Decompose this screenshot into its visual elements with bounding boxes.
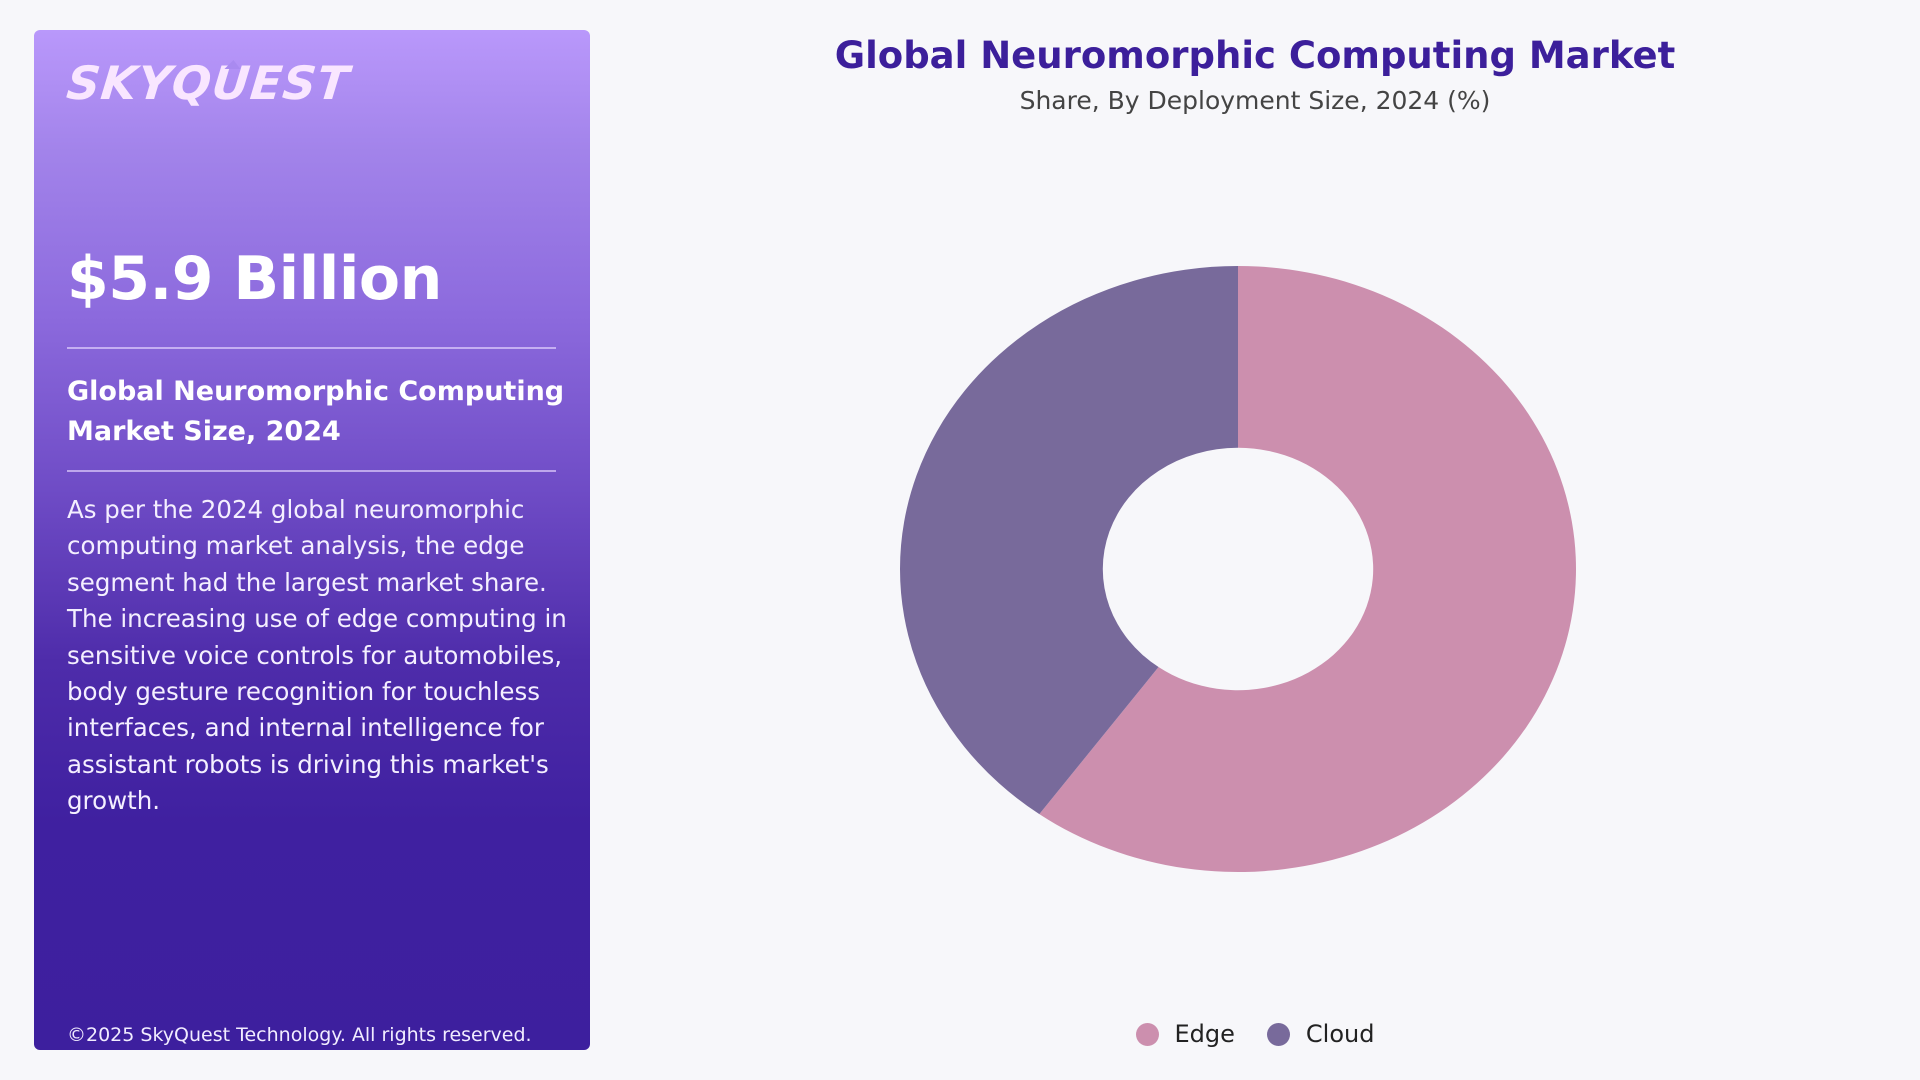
legend-item-cloud[interactable]: Cloud (1266, 1020, 1375, 1048)
legend-label-edge: Edge (1174, 1020, 1235, 1048)
legend-dot-cloud-icon (1266, 1022, 1290, 1046)
legend-dot-edge-icon (1135, 1022, 1159, 1046)
logo-arrow-icon: U (209, 56, 254, 110)
skyquest-logo: SKYQUEST (64, 56, 353, 110)
donut-slice-edge[interactable] (1039, 266, 1576, 872)
divider (67, 347, 556, 349)
summary-panel: SKYQUEST $5.9 Billion Global Neuromorphi… (34, 30, 590, 1050)
legend-item-edge[interactable]: Edge (1135, 1020, 1235, 1048)
market-description: As per the 2024 global neuromorphic comp… (67, 495, 567, 816)
chart-legend: Edge Cloud (590, 1020, 1920, 1048)
market-value: $5.9 Billion (67, 244, 442, 314)
donut-slice-cloud[interactable] (900, 266, 1238, 815)
donut-chart (900, 266, 1576, 872)
copyright-notice: ©2025 SkyQuest Technology. All rights re… (67, 1024, 532, 1046)
chart-title: Global Neuromorphic Computing Market (834, 34, 1676, 77)
market-size-label: Global Neuromorphic Computing Market Siz… (67, 376, 565, 447)
divider (67, 470, 556, 472)
legend-label-cloud: Cloud (1305, 1020, 1375, 1048)
chart-subtitle: Share, By Deployment Size, 2024 (%) (1019, 86, 1491, 115)
